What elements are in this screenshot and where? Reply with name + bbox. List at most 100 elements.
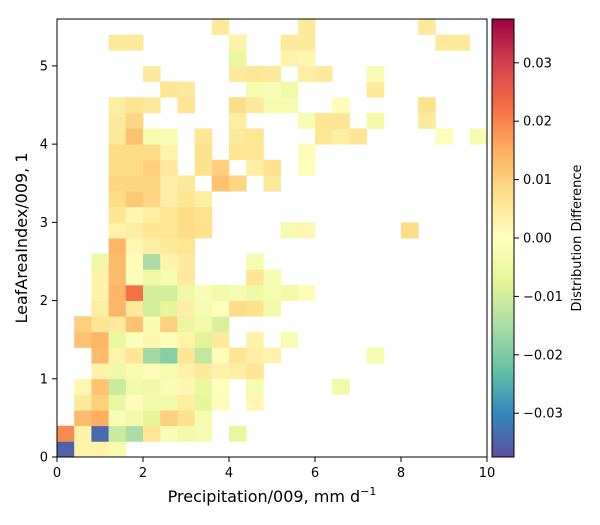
heatmap-cell — [435, 128, 453, 145]
heatmap-cell — [125, 238, 144, 255]
x-axis-ticks: 0 2 4 6 8 10 — [53, 457, 495, 481]
heatmap-cell — [177, 222, 195, 239]
heatmap-cell — [125, 175, 144, 192]
heatmap-cell — [91, 331, 109, 348]
heatmap-cell — [143, 331, 161, 348]
heatmap-cell — [263, 159, 281, 176]
heatmap-cell — [177, 410, 195, 427]
heatmap-cell — [143, 128, 161, 145]
y-tick-label: 3 — [40, 216, 48, 231]
heatmap-cell — [74, 425, 92, 442]
heatmap-cell — [315, 65, 333, 82]
heatmap-cell — [229, 425, 247, 442]
heatmap-cell — [297, 112, 316, 129]
heatmap-cell — [160, 425, 178, 442]
heatmap-cell — [297, 284, 316, 301]
heatmap-cell — [229, 144, 247, 161]
heatmap-cell — [160, 144, 178, 161]
heatmap-cell — [125, 284, 144, 301]
heatmap-cell — [418, 112, 436, 129]
colorbar-tick-label: −0.01 — [523, 290, 563, 305]
heatmap-cell — [91, 284, 109, 301]
heatmap-cell — [125, 410, 144, 427]
heatmap-cell — [315, 112, 333, 129]
heatmap-cell — [143, 300, 161, 317]
heatmap-cell — [160, 331, 178, 348]
heatmap-cell — [160, 206, 178, 223]
heatmap-cell — [177, 378, 195, 395]
heatmap-cell — [177, 97, 195, 114]
heatmap-cell — [177, 316, 195, 333]
heatmap-cell — [211, 347, 230, 364]
heatmap-cell — [108, 238, 127, 255]
heatmap-cell — [125, 144, 144, 161]
heatmap-cell — [177, 363, 195, 380]
heatmap-cell — [143, 175, 161, 192]
heatmap-cell — [246, 97, 264, 114]
heatmap-cell — [108, 316, 127, 333]
heatmap-cell — [74, 331, 92, 348]
heatmap-cell — [108, 347, 127, 364]
heatmap-cell — [108, 159, 127, 176]
heatmap-cell — [91, 378, 109, 395]
heatmap-cell — [280, 222, 299, 239]
x-axis-label: Precipitation/009, mm d−1 — [168, 485, 377, 506]
heatmap-cell — [125, 112, 144, 129]
heatmap-cell — [194, 128, 213, 145]
heatmap-cell — [194, 144, 213, 161]
heatmap-cell — [211, 316, 230, 333]
heatmap-cell — [177, 394, 195, 411]
heatmap-cell — [366, 65, 385, 82]
heatmap-cell — [211, 175, 230, 192]
heatmap-cell — [194, 331, 213, 348]
heatmap-cell — [263, 269, 281, 286]
heatmap-cell — [160, 128, 178, 145]
heatmap-cell — [194, 316, 213, 333]
heatmap-cell — [125, 128, 144, 145]
colorbar — [491, 18, 515, 458]
heatmap-cell — [297, 222, 316, 239]
heatmap-cell — [246, 331, 264, 348]
heatmap-cell — [211, 300, 230, 317]
heatmap-cell — [366, 112, 385, 129]
heatmap-cell — [160, 284, 178, 301]
heatmap-cell — [108, 425, 127, 442]
heatmap-cell — [435, 34, 453, 51]
x-axis-label-text: Precipitation/009, mm d — [168, 487, 361, 506]
heatmap-cell — [160, 300, 178, 317]
heatmap-cell — [263, 347, 281, 364]
heatmap-cell — [177, 425, 195, 442]
heatmap-cell — [280, 331, 299, 348]
heatmap-cell — [91, 425, 109, 442]
x-tick-label: 10 — [479, 466, 496, 481]
heatmap-cell — [125, 253, 144, 270]
heatmap-cell — [297, 19, 316, 36]
heatmap-cell — [160, 175, 178, 192]
heatmap-cell — [57, 425, 75, 442]
heatmap-cell — [297, 34, 316, 51]
y-tick-label: 1 — [40, 372, 48, 387]
heatmap-cell — [280, 284, 299, 301]
heatmap-cell — [211, 363, 230, 380]
heatmap-cell — [160, 378, 178, 395]
heatmap-cells — [57, 19, 488, 458]
heatmap-cell — [297, 65, 316, 82]
heatmap-cell — [108, 363, 127, 380]
y-tick-label: 4 — [40, 138, 48, 153]
heatmap-cell — [246, 284, 264, 301]
heatmap-cell — [108, 441, 127, 458]
heatmap-cell — [108, 300, 127, 317]
heatmap-cell — [160, 222, 178, 239]
heatmap-cell — [366, 81, 385, 98]
heatmap-cell — [211, 378, 230, 395]
heatmap-cell — [229, 50, 247, 67]
heatmap-cell — [332, 128, 350, 145]
colorbar-tick-label: 0.01 — [523, 173, 552, 188]
heatmap-cell — [160, 159, 178, 176]
heatmap-cell — [297, 144, 316, 161]
heatmap-cell — [125, 34, 144, 51]
heatmap-cell — [74, 441, 92, 458]
heatmap-cell — [108, 144, 127, 161]
heatmap-cell — [229, 128, 247, 145]
heatmap-cell — [297, 50, 316, 67]
